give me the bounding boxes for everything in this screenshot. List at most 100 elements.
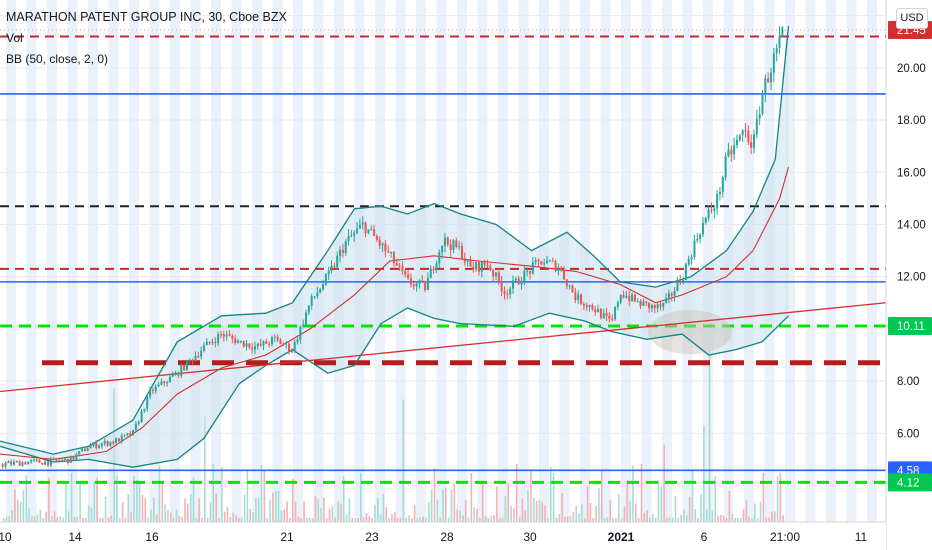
volume-bar bbox=[133, 476, 135, 522]
candle-body bbox=[409, 278, 412, 285]
candle-body bbox=[424, 281, 427, 291]
candle-body bbox=[49, 458, 52, 466]
volume-bar bbox=[2, 518, 5, 522]
candle-body bbox=[611, 318, 614, 320]
volume-bar bbox=[96, 477, 98, 522]
candle-body bbox=[693, 240, 696, 258]
candle-body bbox=[398, 265, 401, 267]
volume-bar bbox=[634, 503, 637, 522]
candle-body bbox=[713, 208, 716, 211]
candle-body bbox=[339, 249, 342, 256]
volume-bar bbox=[654, 517, 657, 522]
candle-body bbox=[191, 359, 194, 361]
candle-body bbox=[143, 408, 146, 412]
volume-bar bbox=[742, 509, 745, 522]
candle-body bbox=[412, 284, 415, 287]
candle-body bbox=[276, 336, 279, 340]
volume-bar bbox=[558, 514, 561, 522]
candle-body bbox=[350, 235, 353, 237]
volume-bar bbox=[8, 516, 11, 522]
candle-body bbox=[242, 340, 245, 347]
candle-body bbox=[497, 272, 500, 282]
horizontal-levels[interactable] bbox=[0, 29, 886, 484]
volume-bar bbox=[501, 517, 504, 522]
candle-body bbox=[690, 257, 693, 260]
volume-bar bbox=[229, 517, 232, 522]
volume-bar bbox=[362, 517, 365, 522]
candle-body bbox=[421, 280, 424, 282]
candle-body bbox=[361, 222, 364, 225]
volume-bar bbox=[583, 517, 586, 522]
candle-body bbox=[10, 461, 13, 465]
price-axis[interactable]: 6.008.0010.0012.0014.0016.0018.0020.0022… bbox=[885, 0, 932, 550]
candle-body bbox=[585, 305, 588, 307]
candle-body bbox=[194, 356, 197, 361]
candle-body bbox=[103, 441, 106, 444]
candle-body bbox=[228, 334, 231, 336]
price-badge-label: 10.11 bbox=[897, 321, 925, 333]
session-band bbox=[272, 0, 283, 522]
candle-body bbox=[401, 265, 404, 272]
candle-body bbox=[665, 297, 668, 303]
volume-bar bbox=[649, 517, 651, 522]
volume-bar bbox=[575, 505, 578, 522]
price-tick-label: 6.00 bbox=[897, 428, 919, 440]
volume-bar bbox=[402, 399, 405, 522]
session-band bbox=[600, 0, 611, 522]
candle-body bbox=[384, 243, 387, 252]
candle-body bbox=[106, 441, 109, 446]
candle-body bbox=[721, 177, 724, 192]
volume-bar bbox=[411, 517, 413, 522]
candle-body bbox=[271, 337, 274, 345]
highlight-ellipse bbox=[648, 310, 732, 354]
time-tick-label: 10 bbox=[0, 530, 12, 544]
candle-body bbox=[432, 268, 435, 271]
candle-body bbox=[200, 350, 203, 357]
session-band bbox=[211, 0, 221, 522]
currency-button[interactable]: USD bbox=[896, 8, 928, 29]
candle-body bbox=[268, 343, 271, 345]
volume-bar bbox=[314, 495, 317, 522]
candle-body bbox=[520, 283, 523, 285]
candle-body bbox=[183, 365, 186, 371]
volume-bar bbox=[167, 509, 169, 522]
volume-bar bbox=[549, 467, 552, 522]
candle-body bbox=[197, 356, 200, 358]
candle-body bbox=[670, 293, 673, 296]
volume-bar bbox=[130, 512, 132, 522]
candle-body bbox=[597, 309, 600, 313]
time-axis[interactable]: 10 14 16 21 23 28 30 2021 6 21:00 11 bbox=[0, 521, 886, 550]
candle-body bbox=[381, 243, 384, 246]
volume-bar bbox=[266, 517, 269, 522]
volume-bar bbox=[632, 465, 634, 522]
volume-bar bbox=[379, 515, 382, 522]
candle-body bbox=[701, 222, 704, 235]
time-tick-label: 16 bbox=[145, 530, 159, 544]
price-tick-label: 20.00 bbox=[897, 63, 926, 75]
candle-body bbox=[219, 334, 222, 336]
candle-body bbox=[767, 78, 770, 83]
candle-body bbox=[236, 341, 239, 344]
volume-bar bbox=[700, 494, 702, 522]
volume-bar bbox=[289, 517, 291, 522]
session-band bbox=[621, 0, 631, 522]
volume-bar bbox=[640, 463, 643, 522]
volume-bar bbox=[521, 498, 524, 522]
candle-body bbox=[588, 305, 591, 307]
volume-bar bbox=[317, 499, 320, 522]
candle-body bbox=[554, 261, 557, 271]
time-axis-bg bbox=[0, 522, 886, 550]
volume-bar bbox=[708, 348, 711, 522]
time-tick-label: 21:00 bbox=[770, 530, 800, 544]
candle-body bbox=[344, 241, 347, 253]
volume-bar bbox=[527, 489, 529, 522]
volume-bar bbox=[720, 514, 722, 522]
volume-bar bbox=[274, 491, 277, 522]
candle-body bbox=[475, 262, 478, 270]
candle-body bbox=[259, 343, 262, 346]
trendline[interactable] bbox=[0, 302, 887, 393]
volume-bar bbox=[705, 509, 708, 522]
candle-body bbox=[730, 149, 733, 155]
volume-bar bbox=[198, 498, 200, 522]
